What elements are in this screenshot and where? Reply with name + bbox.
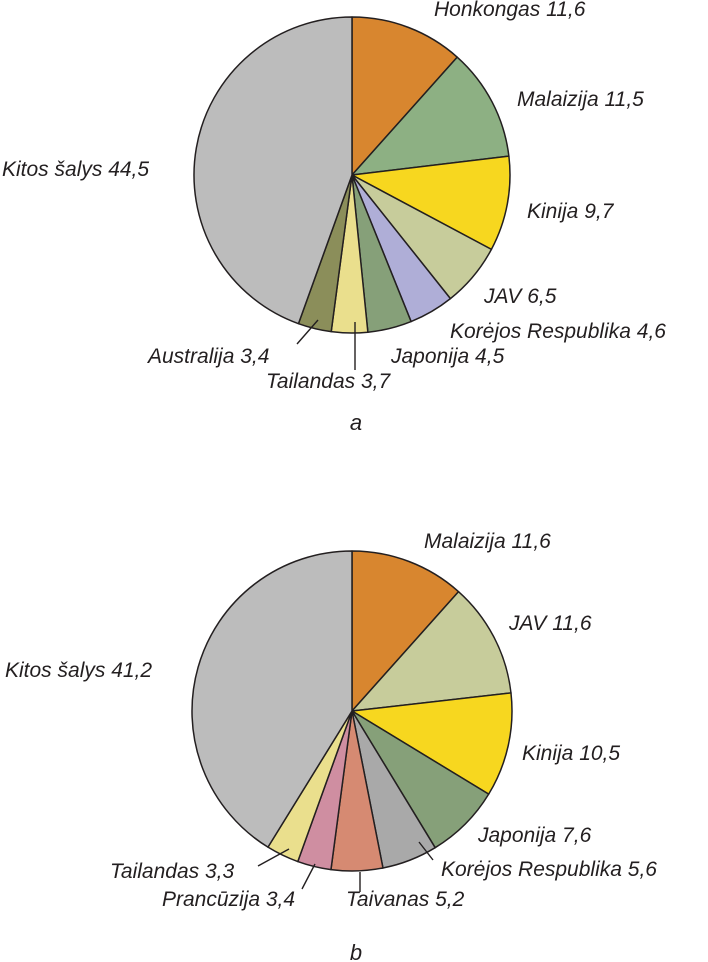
slice-label-honkongas: Honkongas 11,6 — [434, 0, 586, 21]
leader-line-tailandas — [257, 848, 290, 867]
slice-label-tailandas: Tailandas 3,7 — [266, 370, 391, 393]
slice-label-australija: Australija 3,4 — [146, 345, 269, 368]
slice-label-taivanas: Taivanas 5,2 — [346, 888, 465, 911]
leader-line-korejos-respublika — [418, 841, 434, 861]
leader-line-australija — [296, 319, 319, 345]
slice-label-korejos-respublika: Korėjos Respublika 5,6 — [441, 858, 657, 881]
chart-caption-a: a — [350, 410, 362, 435]
slice-label-jav: JAV 11,6 — [508, 612, 592, 635]
pie-chart-b: Malaizija 11,6 JAV 11,6 Kinija 10,5 Japonij… — [5, 530, 657, 962]
pie-slice-malaizija — [351, 56, 510, 176]
slice-label-malaizija: Malaizija 11,6 — [424, 530, 551, 553]
slice-label-japonija: Japonija 7,6 — [477, 824, 592, 847]
leader-line-prancuzija — [301, 863, 316, 890]
chart-caption-b: b — [350, 940, 362, 962]
slice-label-kitos-salys: Kitos šalys 41,2 — [5, 659, 152, 682]
pie-slice-malaizija — [351, 550, 460, 712]
pie-slice-kitos-salys — [191, 550, 353, 848]
slice-label-jav: JAV 6,5 — [483, 285, 557, 308]
slice-label-tailandas: Tailandas 3,3 — [110, 860, 234, 883]
slice-label-kinija: Kinija 9,7 — [527, 200, 615, 223]
slice-label-korejos-respublika: Korėjos Respublika 4,6 — [450, 320, 666, 343]
slice-label-japonija: Japonija 4,5 — [390, 345, 505, 368]
pie-slice-kinija — [351, 692, 513, 795]
pie-slice-jav — [351, 590, 512, 712]
pie-slice-kitos-salys — [193, 16, 353, 325]
slice-label-kitos-salys: Kitos šalys 44,5 — [2, 158, 149, 181]
pie-slice-honkongas — [351, 16, 458, 176]
pie-slice-kinija — [351, 155, 511, 251]
slice-label-kinija: Kinija 10,5 — [522, 742, 620, 765]
slice-label-malaizija: Malaizija 11,5 — [517, 88, 644, 111]
pie-chart-a: Honkongas 11,6 Malaizija 11,5 Kinija 9,7 JA… — [2, 0, 666, 435]
slice-label-prancuzija: Prancūzija 3,4 — [162, 888, 295, 911]
